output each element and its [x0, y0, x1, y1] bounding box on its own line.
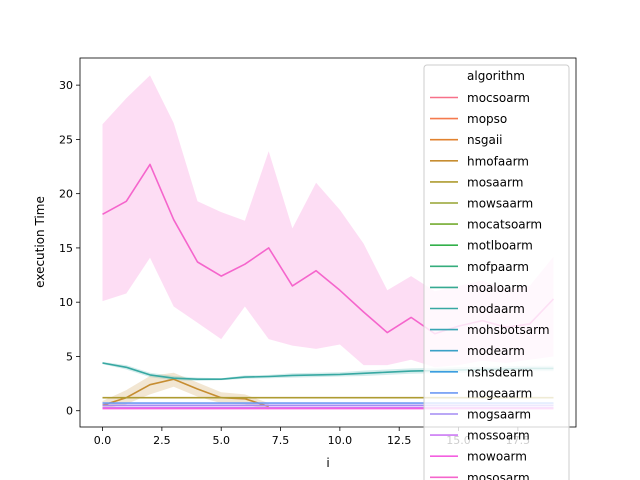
y-axis: 0 5 10 15 20 25 30	[59, 79, 80, 418]
legend-label: mocsoarm	[467, 91, 530, 105]
y-tick-label: 25	[59, 133, 73, 146]
y-tick-label: 10	[59, 296, 73, 309]
legend-label: mowoarm	[467, 450, 527, 464]
legend-title: algorithm	[467, 69, 525, 83]
x-tick-label: 7.5	[272, 434, 290, 447]
legend-label: moaloarm	[467, 281, 528, 295]
line-hmofaarm	[102, 378, 269, 408]
legend: algorithm mocsoarm mopso nsgaii hmofaarm mos…	[423, 64, 570, 480]
plot-area-frame	[79, 57, 577, 428]
legend-label: mohsbotsarm	[467, 323, 550, 337]
legend-label: mogeaarm	[467, 386, 532, 400]
x-tick-label: 10.0	[328, 434, 353, 447]
legend-label: mososarm	[467, 471, 530, 480]
legend-label: mosaarm	[467, 175, 523, 189]
y-tick-label: 5	[66, 350, 73, 363]
y-tick-label: 30	[59, 79, 73, 92]
legend-items: mocsoarm mopso nsgaii hmofaarm mosaarm mowsaa…	[430, 91, 550, 480]
y-tick-label: 0	[66, 405, 73, 418]
legend-label: mowsaarm	[467, 197, 533, 211]
y-axis-label: execution Time	[33, 196, 47, 288]
x-tick-label: 0.0	[94, 434, 112, 447]
legend-label: mofpaarm	[467, 260, 529, 274]
legend-label: motlboarm	[467, 239, 533, 253]
x-tick-label: 5.0	[212, 434, 230, 447]
legend-label: mogsaarm	[467, 408, 531, 422]
y-tick-label: 15	[59, 242, 73, 255]
legend-label: mopso	[467, 112, 507, 126]
legend-label: nsgaii	[467, 133, 503, 147]
legend-label: mossoarm	[467, 429, 530, 443]
band-hmofaarm	[102, 372, 269, 410]
legend-label: mocatsoarm	[467, 218, 542, 232]
x-axis-label: i	[326, 456, 329, 470]
x-tick-label: 2.5	[153, 434, 171, 447]
legend-label: modearm	[467, 344, 525, 358]
legend-frame	[423, 64, 570, 480]
legend-label: hmofaarm	[467, 154, 529, 168]
legend-label: modaarm	[467, 302, 525, 316]
legend-label: nshsdearm	[467, 365, 533, 379]
y-tick-label: 20	[59, 188, 73, 201]
x-tick-label: 12.5	[387, 434, 412, 447]
